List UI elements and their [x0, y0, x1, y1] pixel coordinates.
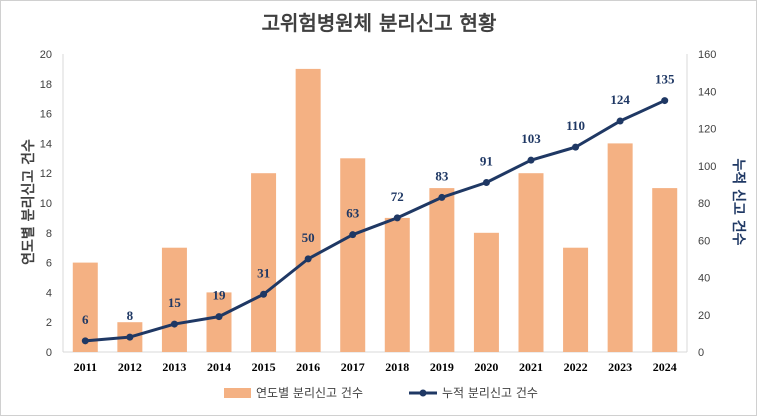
- line-marker: [349, 231, 357, 239]
- cumulative-line: [85, 99, 666, 343]
- x-tick-label: 2014: [207, 360, 231, 374]
- y-right-tick-label: 20: [698, 310, 710, 322]
- x-tick-label: 2017: [341, 360, 365, 374]
- y-left-tick-label: 0: [46, 347, 52, 359]
- legend-line-marker: [419, 389, 427, 397]
- data-label: 15: [168, 295, 182, 310]
- x-tick-label: 2022: [564, 360, 588, 374]
- data-label: 72: [391, 189, 404, 204]
- bar: [429, 188, 455, 352]
- y-left-tick-label: 14: [40, 138, 52, 150]
- data-label: 19: [213, 288, 227, 303]
- bar: [72, 262, 98, 352]
- line-marker: [661, 97, 669, 105]
- data-label: 50: [302, 230, 315, 245]
- line-marker: [393, 214, 401, 222]
- y-right-tick-label: 100: [698, 161, 716, 173]
- data-label: 124: [610, 92, 630, 107]
- chart-title: 고위험병원체 분리신고 현황: [262, 11, 497, 35]
- line-marker: [616, 117, 624, 125]
- data-label: 63: [346, 206, 360, 221]
- plot-area: 0 2 4 6 8 10 12 14 16 18 20 0 20 40 60 80 100 120 140 160 20…: [40, 49, 717, 374]
- bar: [473, 232, 499, 352]
- line-marker: [438, 193, 446, 201]
- y-left-tick-label: 18: [40, 79, 52, 91]
- legend-bar-swatch: [224, 388, 251, 398]
- y-left-tick-label: 8: [46, 228, 52, 240]
- line-marker: [527, 156, 535, 164]
- y-right-tick-label: 140: [698, 86, 716, 98]
- data-label: 135: [655, 72, 675, 87]
- bar: [652, 188, 678, 352]
- legend: 연도별 분리신고 건수 누적 분리신고 건수: [224, 386, 538, 400]
- y-left-tick-label: 20: [40, 49, 52, 61]
- line-marker: [304, 255, 312, 263]
- line-marker: [215, 313, 223, 321]
- bar: [607, 143, 633, 352]
- data-label: 6: [82, 312, 89, 327]
- y-left-tick-label: 6: [46, 258, 52, 270]
- bar: [161, 247, 187, 352]
- legend-bar-label: 연도별 분리신고 건수: [256, 386, 363, 400]
- bar: [295, 68, 321, 353]
- bar: [518, 173, 544, 352]
- line-marker: [126, 333, 134, 341]
- x-tick-label: 2012: [118, 360, 142, 374]
- bar: [251, 173, 277, 352]
- x-tick-label: 2021: [519, 360, 543, 374]
- x-tick-label: 2020: [474, 360, 498, 374]
- y-axis-right-label: 누적 신고 건수: [730, 158, 747, 245]
- x-tick-label: 2023: [608, 360, 632, 374]
- data-label: 31: [257, 265, 270, 280]
- y-left-tick-label: 10: [40, 198, 52, 210]
- line-marker: [81, 337, 89, 345]
- y-right-tick-label: 60: [698, 235, 710, 247]
- line-marker: [260, 290, 268, 298]
- y-right-tick-label: 0: [698, 347, 704, 359]
- bar: [563, 247, 589, 352]
- bar: [384, 217, 410, 352]
- x-tick-label: 2019: [430, 360, 454, 374]
- data-label: 110: [566, 118, 585, 133]
- data-label: 83: [435, 168, 449, 183]
- legend-line-label: 누적 분리신고 건수: [442, 386, 538, 400]
- y-right-tick-label: 160: [698, 49, 716, 61]
- x-tick-label: 2024: [653, 360, 677, 374]
- line-marker: [482, 179, 490, 187]
- data-label: 91: [480, 154, 493, 169]
- x-tick-label: 2018: [385, 360, 409, 374]
- line-marker: [170, 320, 178, 328]
- x-tick-label: 2011: [74, 360, 97, 374]
- data-label: 103: [521, 131, 541, 146]
- data-label: 8: [127, 308, 134, 323]
- y-right-tick-label: 40: [698, 273, 710, 285]
- x-tick-label: 2015: [252, 360, 276, 374]
- y-left-tick-label: 4: [46, 287, 52, 299]
- y-axis-left-label: 연도별 분리신고 건수: [20, 139, 37, 265]
- line-marker: [572, 143, 580, 151]
- x-tick-label: 2013: [162, 360, 186, 374]
- bar: [206, 292, 232, 352]
- bar: [340, 158, 366, 352]
- y-right-tick-label: 80: [698, 198, 710, 210]
- y-left-tick-label: 16: [40, 109, 52, 121]
- y-left-tick-label: 2: [46, 317, 52, 329]
- y-left-tick-label: 12: [40, 168, 52, 180]
- y-right-tick-label: 120: [698, 124, 716, 136]
- x-tick-label: 2016: [296, 360, 320, 374]
